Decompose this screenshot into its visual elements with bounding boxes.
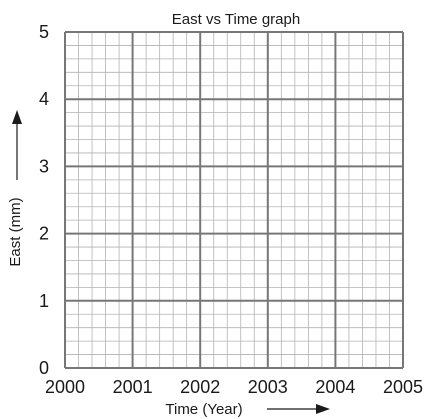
- x-axis-arrow: [267, 404, 330, 414]
- y-tick-label: 4: [39, 89, 49, 109]
- y-tick-label: 5: [39, 22, 49, 42]
- y-axis-arrow: [12, 110, 22, 180]
- x-tick-label: 2005: [383, 377, 423, 397]
- x-tick-labels: 2000 2001 2002 2003 2004 2005: [45, 377, 423, 397]
- y-tick-label: 0: [39, 358, 49, 378]
- y-tick-label: 3: [39, 156, 49, 176]
- y-tick-label: 2: [39, 224, 49, 244]
- x-tick-label: 2004: [315, 377, 355, 397]
- chart-title: East vs Time graph: [172, 11, 300, 28]
- y-axis-label: East (mm): [7, 197, 24, 266]
- minor-grid: [65, 32, 403, 368]
- major-grid: [64, 31, 404, 369]
- x-tick-label: 2003: [248, 377, 288, 397]
- x-tick-label: 2002: [180, 377, 220, 397]
- x-tick-label: 2000: [45, 377, 85, 397]
- x-tick-label: 2001: [113, 377, 153, 397]
- x-axis-label: Time (Year): [165, 401, 242, 418]
- y-tick-labels: 0 1 2 3 4 5: [39, 22, 49, 378]
- y-tick-label: 1: [39, 291, 49, 311]
